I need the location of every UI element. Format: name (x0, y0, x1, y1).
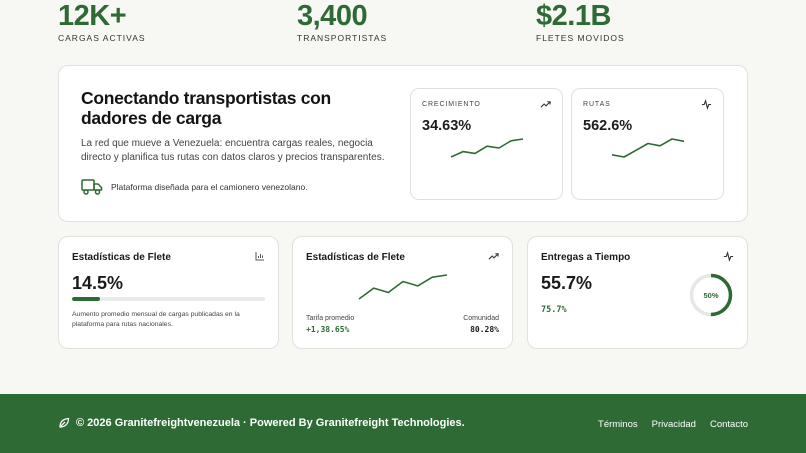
leaf-icon (59, 417, 70, 428)
metric-label: RUTAS (583, 101, 611, 108)
progress-bar (72, 297, 265, 301)
routes-sparkline (611, 138, 685, 158)
sparkline-path (358, 274, 448, 300)
stat-label: FLETES MOVIDOS (536, 33, 625, 43)
stat-transportistas: 3,400 TRANSPORTISTAS (297, 0, 387, 43)
sparkline-path (611, 138, 685, 158)
ring-arc (689, 273, 733, 317)
copyright-text: © 2026 Granitefreightvenezuela · Powered… (76, 417, 465, 429)
truck-icon (81, 179, 103, 195)
card-title: Entregas a Tiempo (541, 252, 631, 263)
stat-fletes-movidos: $2.1B FLETES MOVIDOS (536, 0, 625, 43)
hero-card: Conectando transportistas con dadores de… (58, 65, 748, 222)
freight-stats-card: Estadísticas de Flete 14.5% Aumento prom… (58, 236, 279, 349)
footer-link-terminos[interactable]: Términos (598, 419, 638, 430)
footer-link-privacidad[interactable]: Privacidad (651, 419, 696, 430)
card-value: 14.5% (72, 273, 124, 293)
card-subvalue: 75.7% (541, 305, 567, 315)
hero-description: La red que mueve a Venezuela: encuentra … (81, 138, 385, 163)
footer-links: Términos Privacidad Contacto (598, 419, 748, 430)
footer-link-contacto[interactable]: Contacto (709, 419, 748, 430)
hero-note: Plataforma diseñada para el camionero ve… (81, 178, 308, 196)
stat-label: CARGAS ACTIVAS (58, 33, 146, 43)
on-time-delivery-card: Entregas a Tiempo 55.7% 75.7% 50% (527, 236, 748, 349)
metric-value: 562.6% (583, 118, 633, 134)
activity-icon (723, 251, 734, 262)
tarifa-label: Tarifa promedio (306, 315, 355, 322)
card-description: Aumento promedio mensual de cargas publi… (72, 311, 240, 328)
comunidad-label: Comunidad (463, 315, 499, 322)
stat-label: TRANSPORTISTAS (297, 33, 388, 43)
metric-label: CRECIMIENTO (422, 101, 481, 108)
comunidad-value: 80.28% (470, 325, 499, 334)
card-value: 55.7% (541, 273, 593, 293)
metric-value: 34.63% (422, 118, 472, 134)
progress-fill (72, 297, 100, 301)
activity-icon (701, 99, 712, 110)
hero-title: Conectando transportistas con dadores de… (81, 88, 331, 128)
freight-sparkline (358, 274, 448, 300)
metric-card-rutas: RUTAS 562.6% (571, 88, 724, 200)
growth-sparkline (450, 138, 524, 158)
ring-label: 50% (703, 291, 718, 300)
tarifa-promedio: Tarifa promedio +1,38.65% (306, 315, 354, 334)
trending-up-icon (488, 253, 499, 260)
sparkline-path (450, 138, 524, 158)
card-title: Estadísticas de Flete (306, 252, 405, 263)
stat-cargas-activas: 12K+ CARGAS ACTIVAS (58, 0, 146, 43)
card-title: Estadísticas de Flete (72, 252, 171, 263)
stat-value: 3,400 (297, 0, 368, 32)
freight-trend-card: Estadísticas de Flete Tarifa promedio +1… (292, 236, 513, 349)
metric-card-crecimiento: CRECIMIENTO 34.63% (410, 88, 563, 200)
comunidad: Comunidad 80.28% (463, 315, 499, 334)
tarifa-value: +1,38.65% (306, 325, 350, 334)
site-footer: © 2026 Granitefreightvenezuela · Powered… (0, 394, 806, 453)
stat-value: $2.1B (536, 0, 611, 32)
trending-up-icon (540, 101, 551, 108)
progress-ring: 50% (689, 273, 733, 317)
hero-note-text: Plataforma diseñada para el camionero ve… (111, 182, 308, 192)
footer-copyright: © 2026 Granitefreightvenezuela · Powered… (58, 417, 465, 429)
stat-value: 12K+ (58, 0, 127, 32)
bar-chart-icon (255, 252, 264, 261)
